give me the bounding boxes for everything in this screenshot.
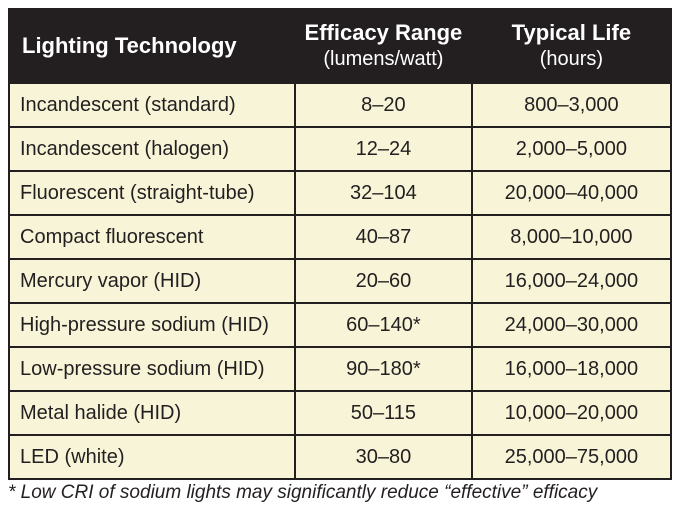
table-row: Fluorescent (straight-tube) 32–104 20,000–… <box>7 170 673 216</box>
table-cell: 16,000–24,000 <box>470 258 673 304</box>
column-header: Lighting Technology <box>7 8 297 84</box>
table-cell: Compact fluorescent <box>7 214 297 260</box>
table-cell: Low-pressure sodium (HID) <box>7 346 297 392</box>
column-title: Typical Life <box>511 20 632 45</box>
table-cell: 20,000–40,000 <box>470 170 673 216</box>
table-row: Mercury vapor (HID) 20–60 16,000–24,000 <box>7 258 673 304</box>
column-unit: (hours) <box>539 48 604 70</box>
table-cell: Incandescent (halogen) <box>7 126 297 172</box>
table-row: LED (white) 30–80 25,000–75,000 <box>7 434 673 480</box>
table-row: Low-pressure sodium (HID) 90–180* 16,000–1… <box>7 346 673 392</box>
column-title: Efficacy Range <box>304 20 463 45</box>
table-cell: 10,000–20,000 <box>470 390 673 436</box>
table-body: Incandescent (standard) 8–20 800–3,000 Inca… <box>7 82 673 480</box>
table-cell: 16,000–18,000 <box>470 346 673 392</box>
table-row: Compact fluorescent 40–87 8,000–10,000 <box>7 214 673 260</box>
header-row: Lighting Technology Efficacy Range (lumen… <box>7 8 673 84</box>
table-cell: 800–3,000 <box>470 82 673 128</box>
table-cell: High-pressure sodium (HID) <box>7 302 297 348</box>
table-cell: 20–60 <box>294 258 473 304</box>
table-row: High-pressure sodium (HID) 60–140* 24,000–… <box>7 302 673 348</box>
table-cell: 8–20 <box>294 82 473 128</box>
table-cell: 40–87 <box>294 214 473 260</box>
table-cell: 12–24 <box>294 126 473 172</box>
table-row: Incandescent (halogen) 12–24 2,000–5,000 <box>7 126 673 172</box>
column-unit: (lumens/watt) <box>323 48 444 70</box>
table-cell: 2,000–5,000 <box>470 126 673 172</box>
table-cell: LED (white) <box>7 434 297 480</box>
column-header: Efficacy Range (lumens/watt) <box>294 8 473 84</box>
table-cell: 32–104 <box>294 170 473 216</box>
column-header: Typical Life (hours) <box>470 8 673 84</box>
table-cell: 50–115 <box>294 390 473 436</box>
column-title: Lighting Technology <box>22 33 237 58</box>
table-row: Incandescent (standard) 8–20 800–3,000 <box>7 82 673 128</box>
table-cell: 30–80 <box>294 434 473 480</box>
table-cell: 8,000–10,000 <box>470 214 673 260</box>
table-cell: 90–180* <box>294 346 473 392</box>
table-cell: Fluorescent (straight-tube) <box>7 170 297 216</box>
table-cell: 60–140* <box>294 302 473 348</box>
table-cell: Metal halide (HID) <box>7 390 297 436</box>
table-cell: Incandescent (standard) <box>7 82 297 128</box>
table-cell: 24,000–30,000 <box>470 302 673 348</box>
footnote: * Low CRI of sodium lights may significa… <box>8 482 598 503</box>
table-row: Metal halide (HID) 50–115 10,000–20,000 <box>7 390 673 436</box>
table-cell: Mercury vapor (HID) <box>7 258 297 304</box>
table: Lighting Technology Efficacy Range (lumen… <box>7 8 673 480</box>
table-cell: 25,000–75,000 <box>470 434 673 480</box>
